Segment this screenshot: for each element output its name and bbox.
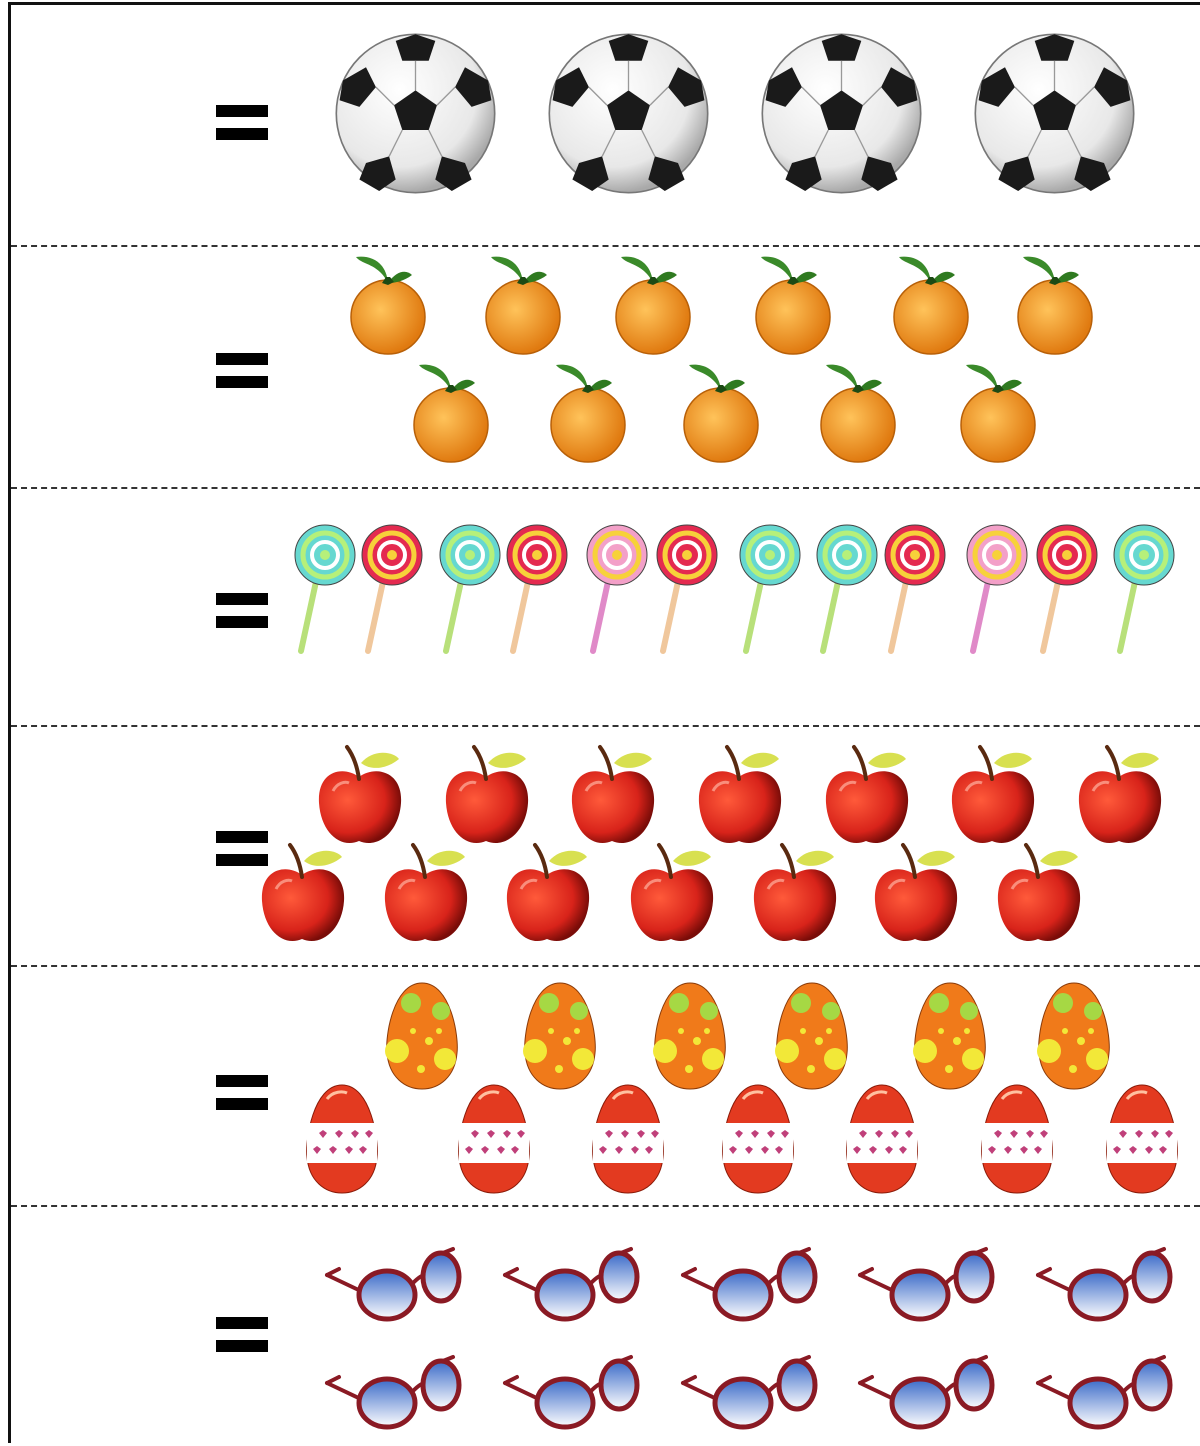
apple-icon (693, 741, 785, 853)
easter-egg-icon (383, 981, 461, 1091)
sunglasses-icon (858, 1247, 998, 1323)
lollipop-icon (281, 521, 356, 656)
easter-egg-icon (651, 981, 729, 1091)
apple-icon (501, 839, 593, 951)
lollipop-icon (871, 521, 946, 656)
lollipop-icon (953, 521, 1028, 656)
apple-icon (992, 839, 1084, 951)
sunglasses-icon (325, 1355, 465, 1431)
soccer-ball-icon (972, 31, 1137, 196)
row-divider (11, 487, 1200, 489)
soccer-ball-icon (759, 31, 924, 196)
lollipop-icon (803, 521, 878, 656)
apple-icon (748, 839, 840, 951)
sunglasses-icon (325, 1247, 465, 1323)
apple-icon (625, 839, 717, 951)
row-divider (11, 965, 1200, 967)
sunglasses-icon (858, 1355, 998, 1431)
lollipop-icon (726, 521, 801, 656)
sunglasses-icon (681, 1355, 821, 1431)
apple-icon (820, 741, 912, 853)
easter-egg-icon (978, 1083, 1056, 1195)
sunglasses-icon (1036, 1355, 1176, 1431)
apple-icon (566, 741, 658, 853)
easter-egg-icon (719, 1083, 797, 1195)
easter-egg-icon (589, 1083, 667, 1195)
soccer-ball-icon (546, 31, 711, 196)
apple-icon (1073, 741, 1165, 853)
easter-egg-icon (1103, 1083, 1181, 1195)
orange-icon (891, 253, 971, 358)
easter-egg-icon (455, 1083, 533, 1195)
sunglasses-icon (681, 1247, 821, 1323)
apple-icon (313, 741, 405, 853)
apple-icon (379, 839, 471, 951)
sunglasses-icon (503, 1355, 643, 1431)
lollipop-icon (493, 521, 568, 656)
easter-egg-icon (1035, 981, 1113, 1091)
apple-icon (946, 741, 1038, 853)
orange-icon (681, 361, 761, 466)
orange-icon (958, 361, 1038, 466)
apple-icon (440, 741, 532, 853)
apple-icon (256, 839, 348, 951)
worksheet (8, 2, 1200, 1443)
orange-icon (613, 253, 693, 358)
row-divider (11, 725, 1200, 727)
orange-icon (483, 253, 563, 358)
orange-icon (1015, 253, 1095, 358)
easter-egg-icon (773, 981, 851, 1091)
lollipop-icon (426, 521, 501, 656)
orange-icon (348, 253, 428, 358)
easter-egg-icon (911, 981, 989, 1091)
orange-icon (818, 361, 898, 466)
lollipop-icon (1100, 521, 1175, 656)
row-divider (11, 1205, 1200, 1207)
orange-icon (753, 253, 833, 358)
lollipop-icon (643, 521, 718, 656)
soccer-ball-icon (333, 31, 498, 196)
orange-icon (548, 361, 628, 466)
lollipop-icon (573, 521, 648, 656)
easter-egg-icon (521, 981, 599, 1091)
lollipop-icon (1023, 521, 1098, 656)
lollipop-icon (348, 521, 423, 656)
sunglasses-icon (1036, 1247, 1176, 1323)
row-divider (11, 245, 1200, 247)
apple-icon (869, 839, 961, 951)
orange-icon (411, 361, 491, 466)
easter-egg-icon (843, 1083, 921, 1195)
sunglasses-icon (503, 1247, 643, 1323)
easter-egg-icon (303, 1083, 381, 1195)
